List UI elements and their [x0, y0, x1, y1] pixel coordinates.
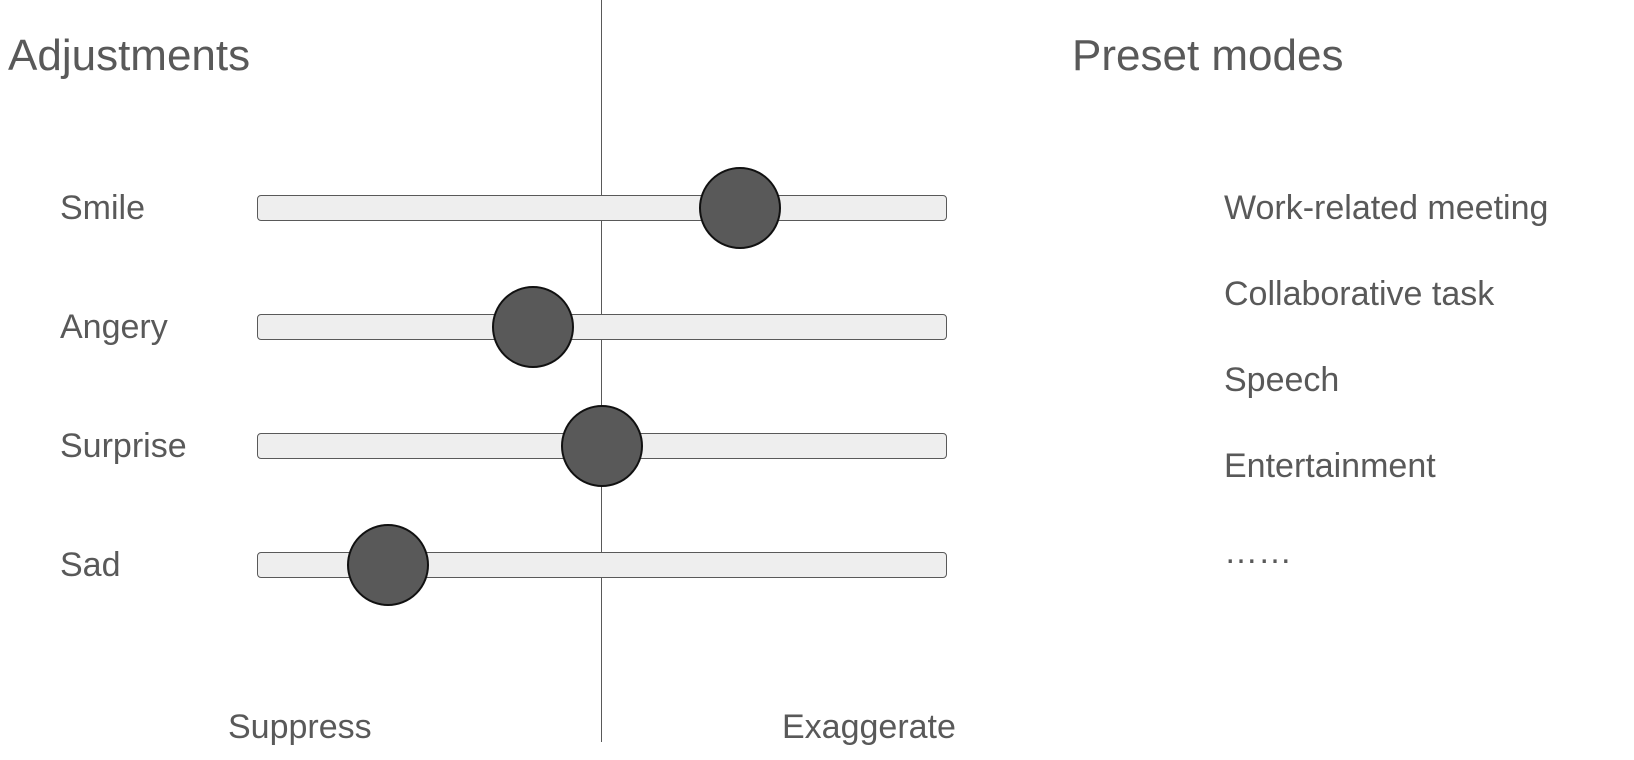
- slider-thumb-smile[interactable]: [699, 167, 781, 249]
- slider-label-sad: Sad: [60, 546, 121, 584]
- slider-row-smile: Smile: [0, 166, 960, 250]
- preset-item-collaborative-task[interactable]: Collaborative task: [1224, 275, 1495, 313]
- slider-row-angery: Angery: [0, 285, 960, 369]
- slider-thumb-surprise[interactable]: [561, 405, 643, 487]
- slider-thumb-angery[interactable]: [492, 286, 574, 368]
- slider-thumb-sad[interactable]: [347, 524, 430, 606]
- slider-label-smile: Smile: [60, 189, 146, 227]
- exaggerate-label: Exaggerate: [782, 708, 956, 746]
- suppress-label: Suppress: [228, 708, 372, 746]
- slider-label-surprise: Surprise: [60, 427, 187, 465]
- neutral-center-line: [601, 0, 602, 742]
- slider-label-angery: Angery: [60, 308, 168, 346]
- preset-item-more[interactable]: ……: [1224, 533, 1292, 571]
- slider-row-surprise: Surprise: [0, 404, 960, 488]
- slider-track-smile[interactable]: [257, 195, 947, 221]
- slider-row-sad: Sad: [0, 523, 960, 607]
- slider-track-angery[interactable]: [257, 314, 947, 340]
- preset-item-speech[interactable]: Speech: [1224, 361, 1340, 399]
- preset-modes-title: Preset modes: [1072, 31, 1344, 80]
- preset-item-entertainment[interactable]: Entertainment: [1224, 447, 1436, 485]
- preset-item-work-related-meeting[interactable]: Work-related meeting: [1224, 189, 1549, 227]
- adjustments-title: Adjustments: [8, 31, 251, 80]
